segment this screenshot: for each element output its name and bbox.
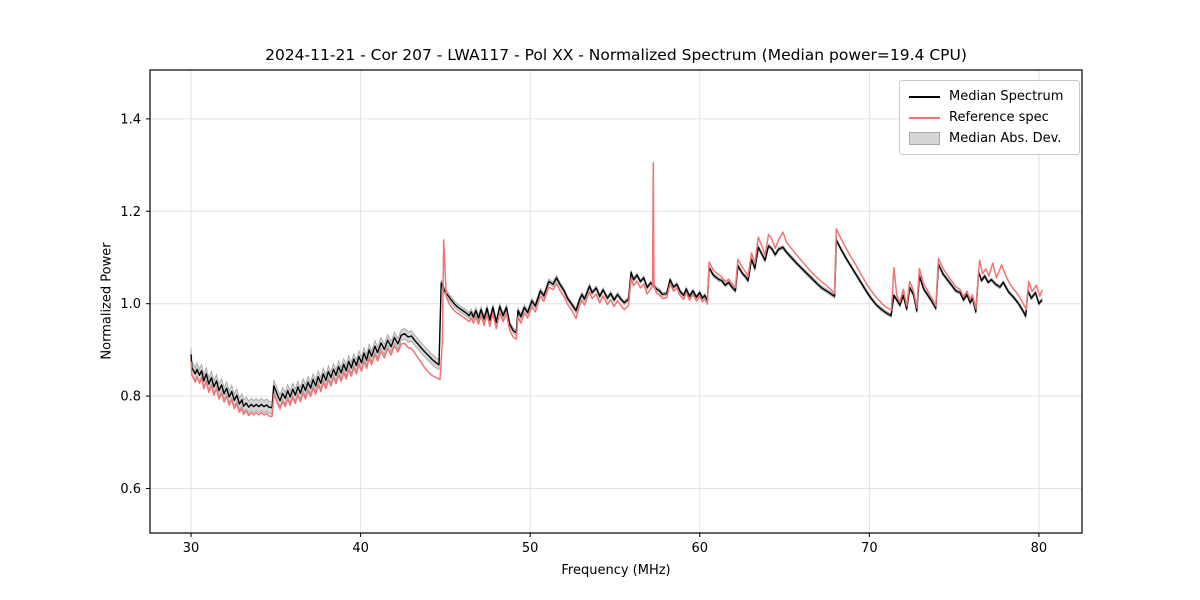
legend-item: Reference spec <box>909 107 1070 128</box>
x-tick-label: 40 <box>352 541 369 556</box>
y-axis-label: Normalized Power <box>99 242 115 360</box>
y-tick-label: 0.8 <box>120 390 141 405</box>
y-tick-label: 1.2 <box>120 205 141 220</box>
mad-band <box>190 237 1043 415</box>
legend-line-sample <box>909 95 940 98</box>
median-spectrum-line <box>190 239 1043 409</box>
x-tick-label: 50 <box>522 541 539 556</box>
legend-line-sample <box>909 116 940 119</box>
x-tick-label: 30 <box>183 541 200 556</box>
x-axis-label: Frequency (MHz) <box>561 563 671 578</box>
y-tick-label: 0.6 <box>120 482 141 497</box>
legend: Median Spectrum Reference spec Median Abs.… <box>899 80 1080 155</box>
y-tick-label: 1.0 <box>120 297 141 312</box>
chart-title: 2024-11-21 - Cor 207 - LWA117 - Pol XX -… <box>265 46 967 64</box>
y-tick-label: 1.4 <box>120 112 141 127</box>
x-tick-label: 60 <box>691 541 708 556</box>
legend-item: Median Abs. Dev. <box>909 128 1070 149</box>
legend-label: Reference spec <box>949 110 1049 125</box>
x-tick-label: 70 <box>861 541 878 556</box>
axes-border <box>149 69 1083 534</box>
legend-label: Median Abs. Dev. <box>949 131 1062 146</box>
legend-label: Median Spectrum <box>949 89 1064 104</box>
reference-spec-line <box>190 162 1044 418</box>
x-tick-label: 80 <box>1031 541 1048 556</box>
legend-item: Median Spectrum <box>909 86 1070 107</box>
legend-patch-sample <box>909 132 940 145</box>
